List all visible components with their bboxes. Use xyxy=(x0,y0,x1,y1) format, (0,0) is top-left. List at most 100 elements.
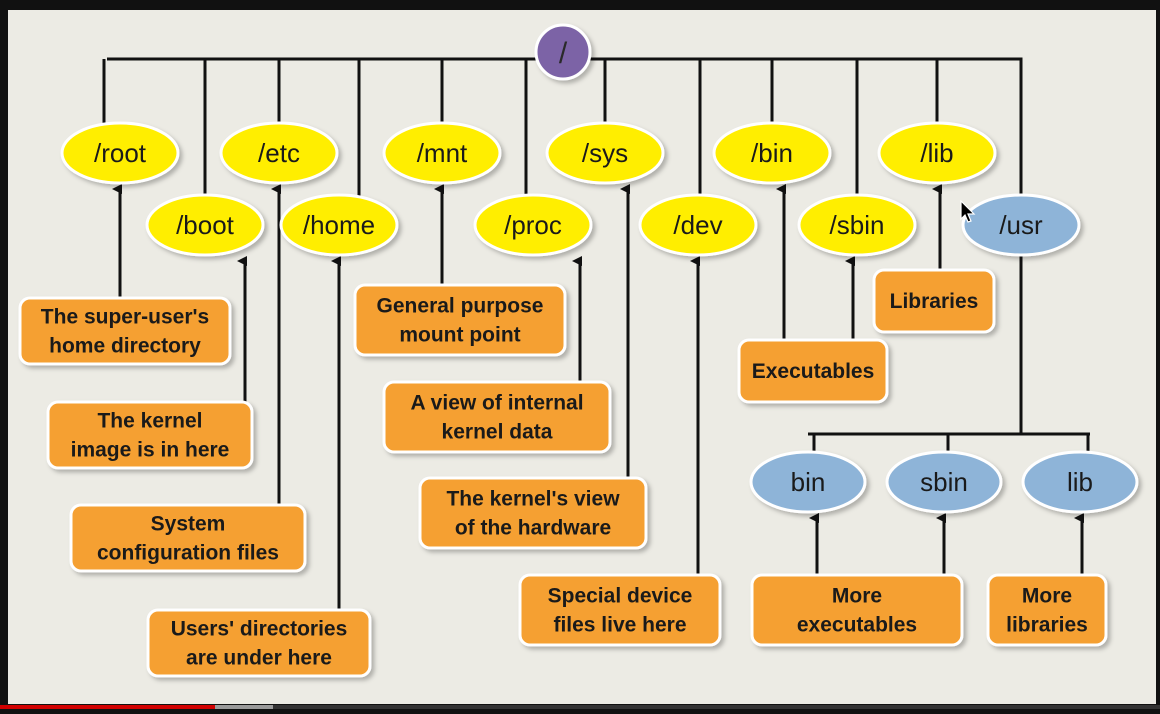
desc-boot-shape xyxy=(46,400,254,470)
desc-mnt-shape xyxy=(353,283,567,357)
dir-boot-shape xyxy=(145,193,265,257)
desc-usr-lib-line-2: libraries xyxy=(1006,614,1088,637)
dir-usr-lib: lib xyxy=(1021,450,1139,514)
diagram-frame: The super-user's home directory The kernel… xyxy=(8,10,1156,704)
dir-usr-bin: bin xyxy=(749,450,867,514)
desc-etc-line-2: configuration files xyxy=(97,542,279,565)
dir-sbin: /sbin xyxy=(797,193,917,257)
desc-mnt-line-1: General purpose xyxy=(377,295,544,318)
desc-lib: Libraries xyxy=(872,268,996,334)
desc-dev-shape xyxy=(518,573,722,647)
dir-usr-lib-label: lib xyxy=(1067,467,1093,497)
desc-etc-line-1: System xyxy=(151,513,226,536)
dir-usr-label: /usr xyxy=(999,210,1043,240)
desc-bin: Executables xyxy=(737,338,889,404)
root-directory-label: / xyxy=(559,37,568,70)
desc-dev-line-1: Special device xyxy=(548,585,693,608)
dir-sys-shape xyxy=(545,121,665,185)
desc-usr-lib-shape xyxy=(986,573,1108,647)
desc-proc-line-2: kernel data xyxy=(442,421,553,444)
desc-usr-sbin-line-1: More xyxy=(832,585,882,608)
desc-boot: The kernel image is in here xyxy=(46,400,254,470)
desc-sys-line-1: The kernel's view xyxy=(446,488,620,511)
dir-bin-shape xyxy=(712,121,832,185)
video-progress-fill xyxy=(0,705,215,709)
dir-root-shape xyxy=(60,121,180,185)
desc-boot-line-2: image is in here xyxy=(71,439,230,462)
dir-mnt-label: /mnt xyxy=(417,138,468,168)
dir-etc: /etc xyxy=(219,121,339,185)
dir-sys-label: /sys xyxy=(582,138,628,168)
desc-bin-line-1: Executables xyxy=(752,360,875,383)
mouse-cursor-icon xyxy=(960,200,976,223)
desc-lib-shape xyxy=(872,268,996,334)
dir-root-label: /root xyxy=(94,138,147,168)
desc-etc: System configuration files xyxy=(69,503,307,573)
dir-dev: /dev xyxy=(638,193,758,257)
dir-usr-bin-label: bin xyxy=(791,467,826,497)
desc-usr-sbin: More executables xyxy=(750,573,964,647)
dir-proc-shape xyxy=(473,193,593,257)
dir-usr-sbin-label: sbin xyxy=(920,467,968,497)
desc-usr-sbin-shape xyxy=(750,573,964,647)
desc-lib-line-1: Libraries xyxy=(890,290,979,313)
dir-bin: /bin xyxy=(712,121,832,185)
desc-usr-lib-line-1: More xyxy=(1022,585,1072,608)
desc-sys: The kernel's view of the hardware xyxy=(418,476,648,550)
desc-etc-shape xyxy=(69,503,307,573)
desc-root-line-1: The super-user's xyxy=(41,306,209,329)
desc-mnt: General purpose mount point xyxy=(353,283,567,357)
desc-home: Users' directories are under here xyxy=(146,608,372,678)
desc-proc-line-1: A view of internal xyxy=(410,392,583,415)
desc-home-line-1: Users' directories xyxy=(171,618,348,641)
desc-usr-lib: More libraries xyxy=(986,573,1108,647)
desc-sys-line-2: of the hardware xyxy=(455,517,611,540)
desc-bin-shape xyxy=(737,338,889,404)
dir-home-shape xyxy=(279,193,399,257)
dir-sys: /sys xyxy=(545,121,665,185)
dir-usr: /usr xyxy=(961,193,1081,257)
dir-etc-shape xyxy=(219,121,339,185)
dir-sbin-label: /sbin xyxy=(830,210,885,240)
dir-home-label: /home xyxy=(303,210,375,240)
dir-lib-label: /lib xyxy=(920,138,953,168)
dir-mnt: /mnt xyxy=(382,121,502,185)
dir-usr-lib-shape xyxy=(1021,450,1139,514)
desc-proc-shape xyxy=(382,380,612,454)
dir-proc: /proc xyxy=(473,193,593,257)
dir-usr-sbin: sbin xyxy=(885,450,1003,514)
dir-proc-label: /proc xyxy=(504,210,562,240)
dir-lib-shape xyxy=(877,121,997,185)
video-progress-bar[interactable] xyxy=(0,705,1160,709)
desc-proc: A view of internal kernel data xyxy=(382,380,612,454)
desc-home-line-2: are under here xyxy=(186,647,332,670)
desc-home-shape xyxy=(146,608,372,678)
desc-dev: Special device files live here xyxy=(518,573,722,647)
dir-boot-label: /boot xyxy=(176,210,235,240)
desc-sys-shape xyxy=(418,476,648,550)
dir-dev-shape xyxy=(638,193,758,257)
dir-lib: /lib xyxy=(877,121,997,185)
dir-home: /home xyxy=(279,193,399,257)
desc-root-shape xyxy=(18,296,232,366)
dir-root: /root xyxy=(60,121,180,185)
dir-sbin-shape xyxy=(797,193,917,257)
desc-root-line-2: home directory xyxy=(49,335,201,358)
dir-bin-label: /bin xyxy=(751,138,793,168)
dir-dev-label: /dev xyxy=(673,210,722,240)
dir-usr-bin-shape xyxy=(749,450,867,514)
desc-root: The super-user's home directory xyxy=(18,296,232,366)
dir-mnt-shape xyxy=(382,121,502,185)
root-directory-node: / xyxy=(534,23,592,81)
root-directory-shape xyxy=(534,23,592,81)
desc-boot-line-1: The kernel xyxy=(97,410,202,433)
desc-usr-sbin-line-2: executables xyxy=(797,614,917,637)
dir-usr-shape xyxy=(961,193,1081,257)
dir-usr-sbin-shape xyxy=(885,450,1003,514)
desc-dev-line-2: files live here xyxy=(553,614,686,637)
desc-mnt-line-2: mount point xyxy=(399,324,520,347)
dir-etc-label: /etc xyxy=(258,138,300,168)
dir-boot: /boot xyxy=(145,193,265,257)
filesystem-hierarchy-diagram: The super-user's home directory The kernel… xyxy=(18,23,1139,678)
video-buffer-bar xyxy=(214,705,273,709)
